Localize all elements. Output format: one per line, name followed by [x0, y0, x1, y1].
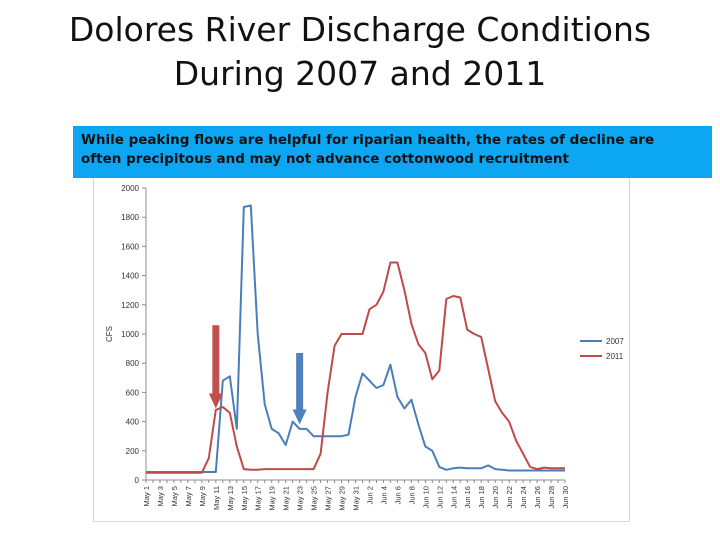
- x-tick-label: Jun 4: [379, 486, 388, 504]
- x-tick-label: Jun 30: [561, 486, 570, 509]
- legend-label-2007: 2007: [606, 337, 624, 346]
- y-tick-label: 400: [126, 418, 140, 427]
- slide-title: Dolores River Discharge Conditions Durin…: [0, 8, 720, 96]
- y-tick-label: 1600: [121, 242, 139, 251]
- series-line-2011: [146, 261, 565, 474]
- x-tick-label: Jun 18: [477, 486, 486, 509]
- callout-box: While peaking flows are helpful for ripa…: [73, 126, 712, 178]
- x-tick-label: May 1: [142, 486, 151, 506]
- y-axis-title: CFS: [105, 326, 114, 342]
- callout-line-2: often precipitous and may not advance co…: [81, 151, 569, 167]
- x-tick-label: Jun 6: [393, 486, 402, 504]
- y-tick-label: 1200: [121, 301, 139, 310]
- x-tick-label: Jun 22: [505, 486, 514, 509]
- x-tick-label: Jun 28: [547, 486, 556, 509]
- y-tick-label: 0: [135, 476, 140, 485]
- x-tick-label: Jun 26: [533, 486, 542, 509]
- y-tick-label: 1400: [121, 272, 139, 281]
- x-tick-label: Jun 12: [435, 486, 444, 509]
- x-tick-label: May 23: [296, 486, 305, 511]
- series-line-2007: [146, 204, 565, 473]
- x-tick-label: May 5: [170, 486, 179, 506]
- y-tick-label: 800: [126, 359, 140, 368]
- x-tick-label: May 9: [198, 486, 207, 506]
- x-tick-label: May 29: [338, 486, 347, 511]
- y-tick-label: 1000: [121, 330, 139, 339]
- slide-title-line-1: Dolores River Discharge Conditions: [68, 10, 652, 49]
- y-tick-label: 600: [126, 388, 140, 397]
- slide-title-line-2: During 2007 and 2011: [173, 54, 547, 93]
- x-tick-label: May 21: [282, 486, 291, 511]
- x-tick-label: Jun 14: [449, 486, 458, 509]
- x-tick-label: Jun 8: [407, 486, 416, 504]
- x-tick-label: May 13: [226, 486, 235, 511]
- x-tick-label: May 19: [268, 486, 277, 511]
- x-tick-label: May 15: [240, 486, 249, 511]
- y-tick-label: 1800: [121, 213, 139, 222]
- x-tick-label: Jun 24: [519, 486, 528, 509]
- discharge-line-chart: 0 200 400 600 800 1000 1200 1400 1600 1800 2000 CFS…: [105, 184, 624, 511]
- x-tick-label: May 7: [184, 486, 193, 506]
- y-tick-label: 200: [126, 447, 140, 456]
- x-tick-label: May 27: [324, 486, 333, 511]
- x-tick-label: May 17: [254, 486, 263, 511]
- x-tick-label: Jun 20: [491, 486, 500, 509]
- x-tick-label: Jun 2: [365, 486, 374, 504]
- x-tick-label: May 3: [156, 486, 165, 506]
- x-tick-label: Jun 16: [463, 486, 472, 509]
- callout-line-1: While peaking flows are helpful for ripa…: [81, 132, 655, 148]
- annotation-arrow-2: [292, 352, 307, 425]
- x-tick-label: May 25: [310, 486, 319, 511]
- x-tick-label: Jun 10: [421, 486, 430, 509]
- annotation-arrow-1: [208, 325, 223, 409]
- chart-frame: 0 200 400 600 800 1000 1200 1400 1600 1800 2000 CFS…: [93, 170, 630, 522]
- x-tick-label: May 11: [212, 486, 221, 510]
- y-tick-label: 2000: [121, 184, 139, 193]
- x-tick-label: May 31: [352, 486, 361, 511]
- legend-label-2011: 2011: [606, 352, 624, 361]
